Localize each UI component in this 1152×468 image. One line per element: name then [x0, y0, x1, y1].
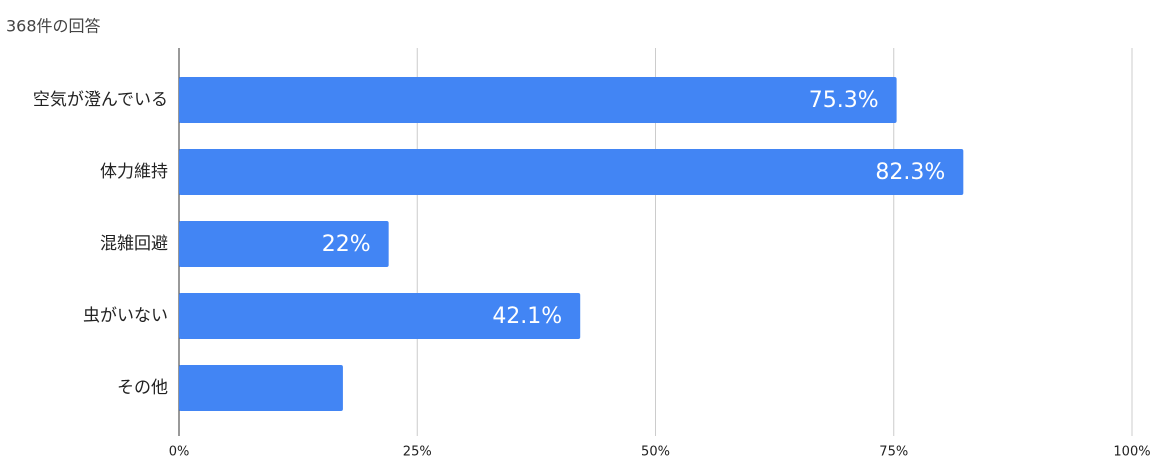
- value-label: 75.3%: [809, 88, 879, 113]
- bar: [179, 149, 964, 195]
- y-tick-label: 虫がいない: [83, 306, 168, 326]
- y-tick-label: 空気が澄んでいる: [33, 90, 168, 110]
- value-label: 82.3%: [875, 160, 945, 185]
- bar: [179, 293, 581, 339]
- x-tick-label: 100%: [1113, 445, 1150, 460]
- bar: [179, 365, 343, 411]
- x-tick-label: 0%: [169, 445, 190, 460]
- y-tick-label: その他: [117, 378, 168, 398]
- x-tick-label: 25%: [403, 445, 432, 460]
- value-label: 22%: [322, 232, 371, 257]
- x-tick-label: 75%: [879, 445, 908, 460]
- value-label: 42.1%: [492, 304, 562, 329]
- x-tick-label: 50%: [641, 445, 670, 460]
- y-tick-label: 混雑回避: [100, 234, 168, 254]
- y-tick-label: 体力維持: [100, 162, 168, 182]
- bar: [179, 221, 389, 267]
- bar: [179, 77, 897, 123]
- chart-title: 368件の回答: [6, 17, 101, 36]
